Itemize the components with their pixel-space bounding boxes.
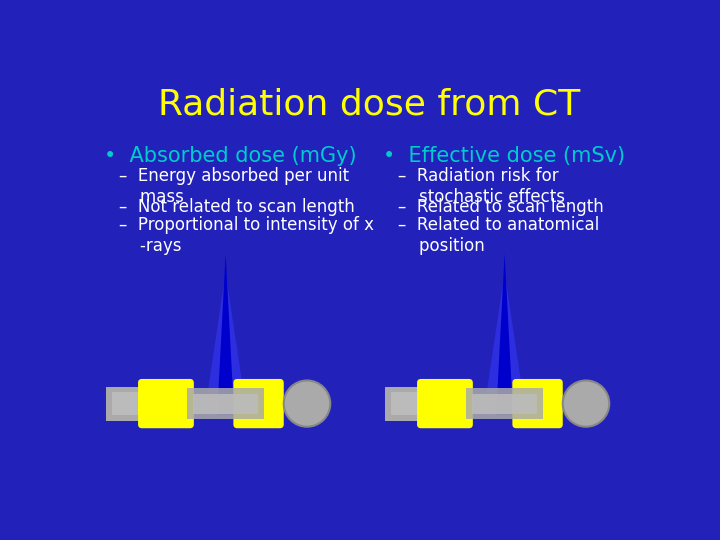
- Text: –  Related to scan length: – Related to scan length: [398, 198, 604, 216]
- Bar: [472, 394, 537, 414]
- Text: •  Effective dose (mSv): • Effective dose (mSv): [383, 146, 625, 166]
- Polygon shape: [217, 253, 234, 415]
- Circle shape: [284, 381, 330, 427]
- FancyBboxPatch shape: [233, 379, 284, 428]
- FancyBboxPatch shape: [513, 379, 563, 428]
- Bar: [187, 388, 264, 419]
- Text: –  Radiation risk for
    stochastic effects: – Radiation risk for stochastic effects: [398, 167, 565, 206]
- FancyBboxPatch shape: [138, 379, 194, 428]
- Bar: [106, 387, 175, 421]
- Text: –  Related to anatomical
    position: – Related to anatomical position: [398, 215, 600, 254]
- Bar: [466, 388, 544, 419]
- Text: –  Not related to scan length: – Not related to scan length: [120, 198, 355, 216]
- Polygon shape: [496, 253, 513, 415]
- FancyBboxPatch shape: [417, 379, 473, 428]
- Bar: [391, 392, 448, 415]
- Polygon shape: [204, 273, 247, 415]
- Bar: [193, 394, 258, 414]
- Polygon shape: [483, 273, 526, 415]
- Circle shape: [563, 381, 609, 427]
- Text: –  Proportional to intensity of x
    -rays: – Proportional to intensity of x -rays: [120, 215, 374, 254]
- Bar: [112, 392, 169, 415]
- Text: –  Energy absorbed per unit
    mass: – Energy absorbed per unit mass: [120, 167, 350, 206]
- Text: Radiation dose from CT: Radiation dose from CT: [158, 88, 580, 122]
- Text: •  Absorbed dose (mGy): • Absorbed dose (mGy): [104, 146, 356, 166]
- Bar: [384, 387, 454, 421]
